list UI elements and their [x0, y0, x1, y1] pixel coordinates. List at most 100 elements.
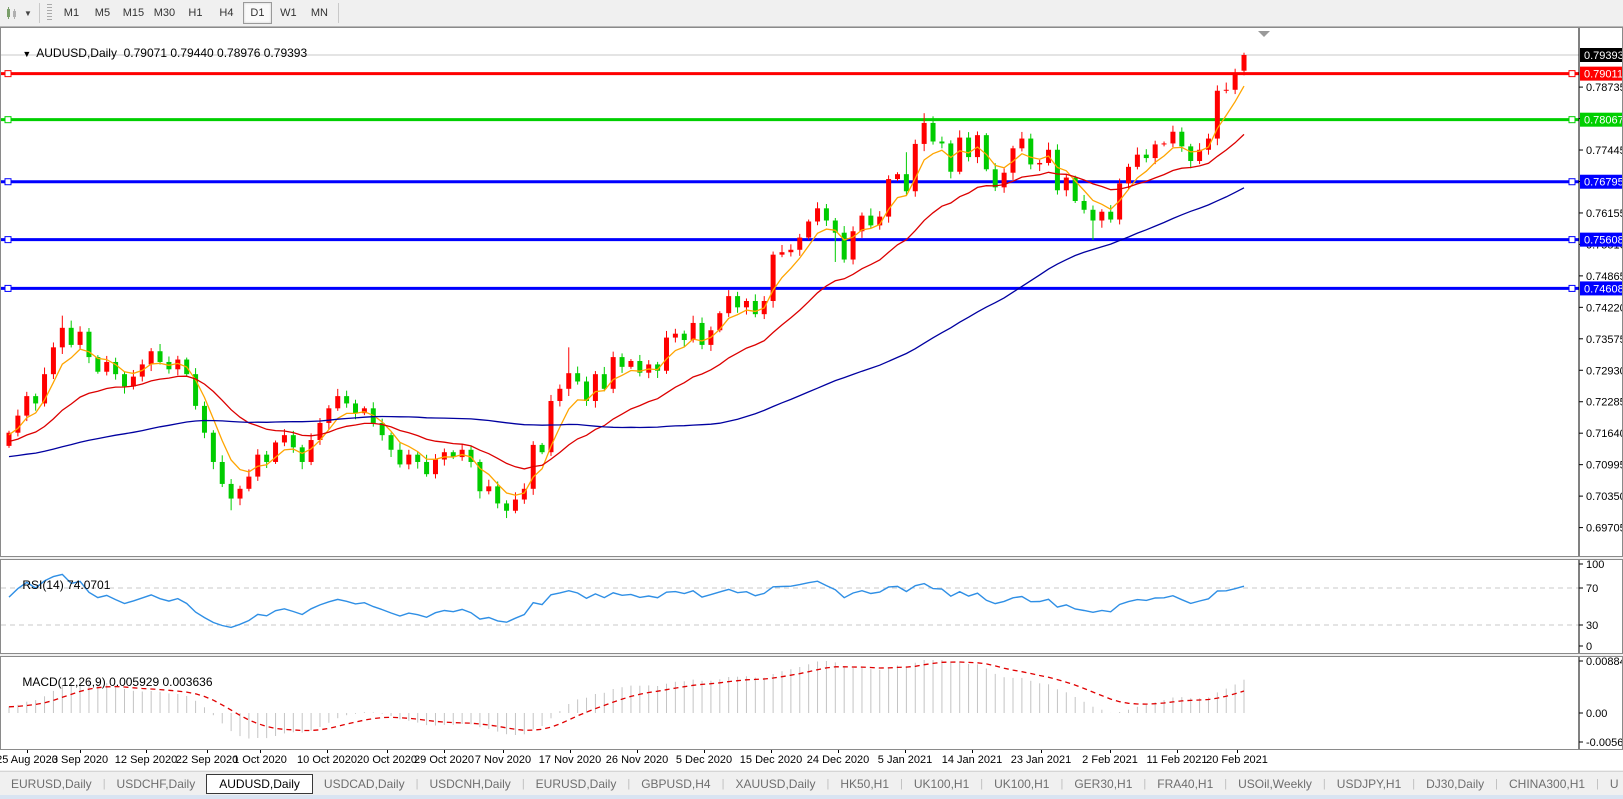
rsi-indicator-pane[interactable]: RSI(14) 74.0701 100 70 30 0 — [0, 559, 1623, 654]
toolbar-separator — [38, 3, 40, 23]
chart-symbol: AUDUSD,Daily — [36, 46, 117, 60]
chevron-down-icon[interactable]: ▼ — [24, 8, 32, 18]
collapse-triangle-icon[interactable]: ▼ — [22, 49, 32, 59]
toolbar-grip[interactable] — [46, 4, 52, 22]
main-chart-canvas[interactable]: 0.787350.780900.774450.768000.761550.755… — [1, 28, 1622, 556]
horizontal-line-0.78067[interactable] — [1, 116, 1579, 124]
horizontal-line-0.74608[interactable] — [1, 284, 1579, 292]
tab-separator: | — [1322, 778, 1326, 790]
main-chart-pane[interactable]: ▼ AUDUSD,Daily 0.79071 0.79440 0.78976 0.… — [0, 27, 1623, 557]
price-tick-label: 0.72285 — [1586, 397, 1622, 409]
chart-tab-usdjpy-h1[interactable]: USDJPY,H1 — [1336, 777, 1402, 791]
time-tick — [27, 750, 28, 753]
timeframe-button-m1[interactable]: M1 — [63, 7, 80, 19]
current-price-badge: 0.79393 — [1580, 48, 1622, 62]
toolbar-separator — [337, 3, 339, 23]
chart-tab-ger30-h1[interactable]: GER30,H1 — [1074, 777, 1133, 791]
macd-canvas[interactable]: 0.00884 0.00 -0.005651 — [1, 657, 1622, 749]
time-axis-label: 11 Feb 2021 — [1146, 754, 1208, 766]
crosshair-tool-icon[interactable] — [4, 5, 22, 21]
time-tick — [1110, 750, 1111, 753]
tab-separator: | — [1596, 778, 1599, 790]
rsi-tick-label: 100 — [1586, 560, 1604, 571]
chart-tab-usdchf-daily[interactable]: USDCHF,Daily — [116, 777, 196, 791]
timeframe-button-w1[interactable]: W1 — [280, 7, 297, 19]
chart-tab-usdcad-daily[interactable]: USDCAD,Daily — [323, 777, 405, 791]
time-tick — [771, 750, 772, 753]
price-tick-label: 0.72930 — [1586, 365, 1622, 377]
time-tick — [570, 750, 571, 753]
tab-separator: | — [1224, 778, 1228, 790]
price-tick-label: 0.70350 — [1586, 491, 1622, 503]
time-tick — [146, 750, 147, 753]
price-tick-label: 0.78735 — [1586, 82, 1622, 94]
tab-separator: | — [1495, 778, 1499, 790]
chart-tab-china300-h1[interactable]: CHINA300,H1 — [1509, 777, 1586, 791]
time-tick — [387, 750, 388, 753]
time-tick — [1177, 750, 1178, 753]
tab-separator: | — [980, 778, 984, 790]
time-axis-label: 10 Oct 2020 — [297, 754, 357, 766]
chart-tab-usdcnh-daily[interactable]: USDCNH,Daily — [429, 777, 511, 791]
chart-shift-marker-icon[interactable] — [1258, 31, 1270, 37]
price-tick-label: 0.74220 — [1586, 302, 1622, 314]
time-tick — [444, 750, 445, 753]
chart-tab-eurusd-daily[interactable]: EURUSD,Daily — [535, 777, 617, 791]
timeframe-button-m5[interactable]: M5 — [94, 7, 111, 19]
price-level-badge: 0.79011 — [1580, 66, 1622, 81]
price-tick-label: 0.77445 — [1586, 145, 1622, 157]
time-axis-label: 3 Sep 2020 — [51, 754, 109, 766]
macd-signal-line — [8, 661, 1245, 732]
svg-text:0.74608: 0.74608 — [1584, 283, 1622, 295]
chart-tab-bar: EURUSD,Daily | USDCHF,Daily AUDUSD,Daily USD… — [0, 771, 1623, 796]
time-tick — [972, 750, 973, 753]
chart-tab-dj30-daily[interactable]: DJ30,Daily — [1426, 777, 1485, 791]
chart-tab-audusd-daily[interactable]: AUDUSD,Daily — [206, 774, 313, 794]
time-axis-label: 15 Dec 2020 — [739, 754, 803, 766]
time-tick — [207, 750, 208, 753]
time-tick — [1041, 750, 1042, 753]
price-tick-label: 0.76155 — [1586, 208, 1622, 220]
time-axis[interactable]: 25 Aug 2020 3 Sep 2020 12 Sep 2020 22 Sep 2… — [0, 750, 1623, 770]
time-axis-label: 26 Nov 2020 — [605, 754, 669, 766]
macd-tick-label: 0.00 — [1586, 708, 1607, 720]
price-level-badge: 0.76795 — [1580, 174, 1622, 189]
chart-tab-uk100-h1[interactable]: UK100,H1 — [913, 777, 970, 791]
timeframe-button-mn[interactable]: MN — [310, 7, 328, 19]
time-axis-label: 29 Oct 2020 — [414, 754, 474, 766]
svg-text:0.79393: 0.79393 — [1584, 50, 1622, 62]
timeframe-button-h1[interactable]: H1 — [188, 7, 203, 19]
time-tick — [838, 750, 839, 753]
chart-ohlc-values: 0.79071 0.79440 0.78976 0.79393 — [123, 46, 308, 60]
time-axis-label: 5 Jan 2021 — [877, 754, 933, 766]
price-level-badge: 0.75608 — [1580, 232, 1622, 247]
chart-tab-u[interactable]: U — [1609, 777, 1619, 791]
chart-tab-xauusd-daily[interactable]: XAUUSD,Daily — [735, 777, 816, 791]
price-tick-label: 0.74865 — [1586, 271, 1622, 283]
chart-tab-fra40-h1[interactable]: FRA40,H1 — [1157, 777, 1214, 791]
tab-separator: | — [721, 778, 725, 790]
time-axis-label: 22 Sep 2020 — [175, 754, 239, 766]
chart-tab-eurusd-daily[interactable]: EURUSD,Daily — [11, 777, 92, 791]
timeframe-button-d1[interactable]: D1 — [242, 2, 272, 24]
time-tick — [80, 750, 81, 753]
price-tick-label: 0.69705 — [1586, 523, 1622, 535]
timeframe-button-m30[interactable]: M30 — [153, 7, 176, 19]
time-axis-label: 12 Sep 2020 — [114, 754, 178, 766]
horizontal-line-0.76795[interactable] — [1, 178, 1579, 186]
tab-separator: | — [1060, 778, 1064, 790]
ma-fast-line — [8, 85, 1245, 496]
rsi-canvas[interactable]: 100 70 30 0 — [1, 560, 1622, 653]
chart-tab-hk50-h1[interactable]: HK50,H1 — [840, 777, 890, 791]
chart-tab-uk100-h1[interactable]: UK100,H1 — [994, 777, 1050, 791]
timeframe-button-m15[interactable]: M15 — [122, 7, 145, 19]
time-tick — [1237, 750, 1238, 753]
horizontal-line-0.79011[interactable] — [1, 70, 1579, 78]
chart-tab-gbpusd-h4[interactable]: GBPUSD,H4 — [641, 777, 711, 791]
horizontal-line-0.75608[interactable] — [1, 236, 1579, 244]
timeframe-button-h4[interactable]: H4 — [219, 7, 234, 19]
time-axis-label: 24 Dec 2020 — [806, 754, 870, 766]
macd-indicator-pane[interactable]: MACD(12,26,9) 0.005929 0.003636 0.00884 0… — [0, 656, 1623, 750]
chart-tab-usoil-weekly[interactable]: USOil,Weekly — [1238, 777, 1312, 791]
